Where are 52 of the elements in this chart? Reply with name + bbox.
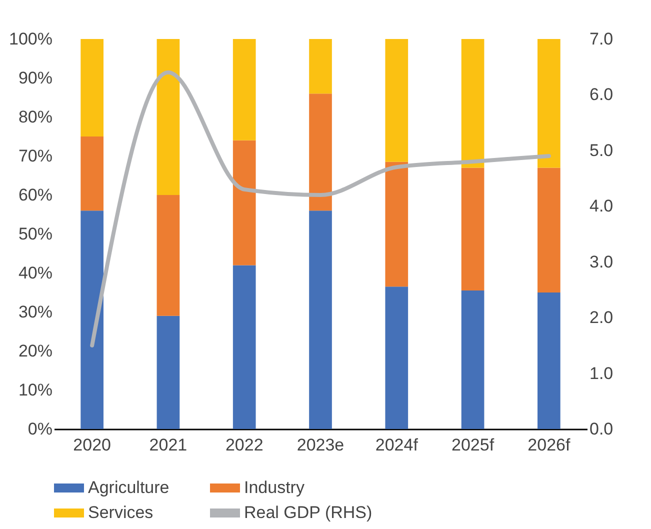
y2-tick-label: 5.0: [590, 140, 614, 160]
x-tick-label: 2024f: [375, 436, 418, 454]
y-tick-label: 30%: [18, 302, 52, 322]
y-tick-label: 60%: [18, 186, 52, 204]
legend-label: Industry: [244, 478, 305, 497]
x-tick-label: 2020: [73, 436, 111, 454]
bar: [461, 290, 484, 429]
bar: [80, 210, 104, 429]
y-tick-label: 10%: [18, 380, 52, 400]
x-tick-label: 2023e: [296, 436, 344, 454]
bar: [538, 39, 560, 168]
y2-tick-label: 7.0: [590, 30, 614, 48]
bar: [385, 286, 408, 429]
bar: [309, 39, 332, 94]
y-tick-label: 70%: [18, 146, 52, 166]
y2-tick-label: 3.0: [590, 252, 614, 272]
y2-tick-label: 2.0: [590, 308, 614, 328]
y-tick-label: 80%: [18, 108, 52, 126]
legend-label: Real GDP (RHS): [244, 503, 372, 522]
x-tick-label: 2022: [225, 436, 264, 454]
bar: [80, 136, 104, 211]
bar: [461, 39, 484, 168]
x-tick-label: 2026f: [528, 436, 570, 454]
y-tick-label: 20%: [18, 342, 52, 360]
y-tick-label: 0%: [28, 420, 52, 438]
x-tick-label: 2021: [149, 436, 188, 454]
line-series: [90, 70, 551, 348]
bar: [385, 39, 408, 162]
bar: [232, 39, 256, 140]
bar: [232, 265, 256, 429]
y2-tick-label: 1.0: [590, 364, 614, 383]
bar: [80, 39, 104, 136]
bar: [461, 168, 484, 291]
y2-tick-label: 6.0: [590, 85, 614, 104]
bar: [538, 292, 560, 429]
bar: [309, 210, 332, 429]
y2-tick-label: 4.0: [590, 196, 614, 216]
y-tick-label: 50%: [18, 224, 52, 244]
bar: [156, 195, 180, 316]
y-tick-label: 90%: [18, 68, 52, 88]
y-tick-label: 40%: [18, 264, 52, 282]
bar: [156, 39, 180, 195]
bar: [385, 162, 408, 287]
bar: [156, 316, 180, 429]
legend-label: Agriculture: [88, 478, 170, 497]
x-tick-label: 2025f: [452, 436, 494, 454]
legend-label: Services: [88, 503, 154, 522]
bar: [232, 140, 256, 266]
bar: [309, 94, 332, 211]
bar: [538, 168, 560, 292]
y2-tick-label: 0.0: [590, 420, 614, 438]
y-tick-label: 100%: [9, 30, 52, 48]
